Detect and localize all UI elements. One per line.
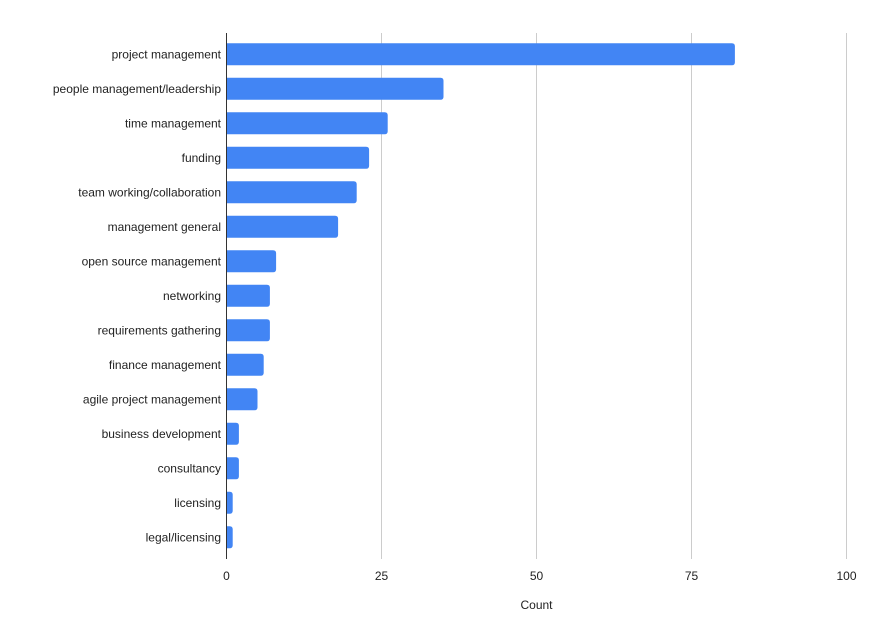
category-label-14: legal/licensing — [146, 530, 221, 544]
x-tick-label-50: 50 — [530, 569, 544, 583]
category-label-8: requirements gathering — [98, 323, 221, 337]
bar-2 — [226, 112, 388, 135]
category-label-6: open source management — [82, 254, 222, 268]
bar-9 — [226, 353, 264, 376]
category-label-3: funding — [182, 151, 221, 165]
bar-0 — [226, 43, 735, 66]
x-tick-labels: 0 25 50 75 100 — [223, 569, 857, 583]
bar-13 — [226, 491, 233, 514]
category-label-10: agile project management — [83, 392, 222, 406]
bar-5 — [226, 215, 339, 238]
category-label-13: licensing — [174, 496, 221, 510]
bar-3 — [226, 146, 370, 169]
bar-12 — [226, 457, 239, 480]
category-label-0: project management — [112, 47, 222, 61]
category-label-4: team working/collaboration — [78, 185, 221, 199]
category-label-5: management general — [108, 220, 221, 234]
category-label-7: networking — [163, 289, 221, 303]
category-label-2: time management — [125, 116, 222, 130]
category-labels: project management people management/lead… — [53, 47, 222, 544]
category-label-11: business development — [102, 427, 222, 441]
category-label-1: people management/leadership — [53, 82, 221, 96]
x-tick-label-100: 100 — [836, 569, 856, 583]
bar-4 — [226, 181, 357, 204]
x-tick-label-0: 0 — [223, 569, 230, 583]
x-axis-title: Count — [520, 598, 553, 612]
bar-10 — [226, 388, 258, 411]
category-label-9: finance management — [109, 358, 222, 372]
bar-11 — [226, 422, 239, 445]
gridlines — [381, 33, 847, 559]
bar-6 — [226, 250, 277, 273]
bars — [226, 43, 735, 549]
x-tick-label-75: 75 — [685, 569, 699, 583]
bar-7 — [226, 284, 270, 307]
bar-1 — [226, 77, 444, 100]
category-label-12: consultancy — [158, 461, 221, 475]
bar-8 — [226, 319, 270, 342]
bar-14 — [226, 526, 233, 549]
x-tick-label-25: 25 — [375, 569, 389, 583]
